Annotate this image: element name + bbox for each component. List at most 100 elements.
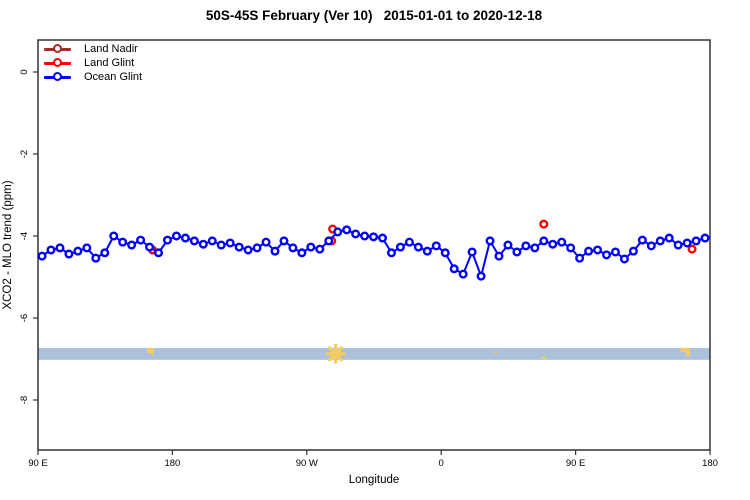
ocean-glint-point — [485, 236, 495, 246]
legend-item-land-glint: Land Glint — [44, 56, 142, 70]
ocean-glint-point — [216, 240, 226, 250]
ocean-glint-point — [118, 237, 128, 247]
ocean-glint-point — [109, 231, 119, 241]
x-axis-tick-label: 90 E — [28, 458, 48, 469]
x-axis-tick-label: 0 — [439, 458, 444, 469]
ocean-glint-point — [55, 243, 65, 253]
ocean-glint-point — [234, 242, 244, 252]
land-glint-marker-icon — [44, 58, 71, 68]
ocean-glint-point — [243, 245, 253, 255]
ocean-glint-point — [189, 236, 199, 246]
land-glint-point — [539, 219, 549, 229]
ocean-glint-point — [476, 271, 486, 281]
ocean-glint-point — [315, 244, 325, 254]
ocean-glint-point — [378, 233, 388, 243]
ocean-glint-point — [467, 247, 477, 257]
x-axis-tick-label: 180 — [702, 458, 718, 469]
ocean-glint-point — [530, 243, 540, 253]
map-strip-land-patch — [146, 347, 154, 353]
ocean-glint-point — [395, 242, 405, 252]
ocean-glint-point — [252, 243, 262, 253]
x-axis-title: Longitude — [348, 474, 400, 486]
ocean-glint-point — [100, 248, 110, 258]
ocean-glint-point — [449, 264, 459, 274]
ocean-glint-point — [413, 242, 423, 252]
ocean-glint-point — [360, 231, 370, 241]
legend-label: Ocean Glint — [84, 71, 143, 83]
ocean-glint-point — [503, 240, 513, 250]
ocean-glint-point — [539, 236, 549, 246]
map-strip-land-patch — [680, 347, 690, 352]
map-strip-land-dot — [151, 353, 154, 356]
ocean-glint-point — [673, 240, 683, 250]
ocean-glint-point — [306, 242, 316, 252]
legend-label: Land Nadir — [84, 43, 138, 55]
plot-box — [37, 39, 711, 451]
ocean-glint-point — [342, 225, 352, 235]
ocean-glint-point — [73, 246, 83, 256]
ocean-glint-point — [333, 227, 343, 237]
ocean-glint-point — [610, 247, 620, 257]
ocean-glint-point — [154, 248, 164, 258]
x-axis-tick-label: 180 — [164, 458, 180, 469]
chart-title: 50S-45S February (Ver 10) 2015-01-01 to … — [205, 8, 543, 23]
ocean-glint-point — [91, 253, 101, 263]
ocean-glint-point — [575, 253, 585, 263]
y-axis-title: XCO2 - MLO trend (ppm) — [2, 180, 14, 310]
ocean-glint-point — [566, 243, 576, 253]
ocean-glint-point — [171, 231, 181, 241]
ocean-glint-point — [46, 245, 56, 255]
ocean-glint-point — [602, 250, 612, 260]
ocean-glint-point — [386, 248, 396, 258]
map-strip-ocean-band — [38, 347, 710, 360]
ocean-glint-point — [619, 254, 629, 264]
ocean-glint-point — [82, 243, 92, 253]
land-nadir-marker-icon — [44, 44, 71, 54]
ocean-glint-point — [664, 233, 674, 243]
legend-label: Land Glint — [84, 57, 135, 69]
ocean-glint-point — [548, 239, 558, 249]
ocean-glint-point — [458, 269, 468, 279]
ocean-glint-point — [646, 241, 656, 251]
y-axis-tick-label: -6 — [19, 314, 30, 322]
map-strip-land-dot — [686, 351, 691, 356]
ocean-glint-point — [431, 241, 441, 251]
ocean-glint-point — [37, 251, 47, 261]
ocean-glint-point — [64, 249, 74, 259]
ocean-glint-marker-icon — [44, 72, 71, 82]
ocean-glint-point — [369, 232, 379, 242]
y-axis-tick-label: -8 — [19, 396, 30, 404]
land-glint-point — [687, 244, 697, 254]
y-axis-tick-label: -4 — [19, 232, 30, 240]
x-axis-tick-label: 90 W — [296, 458, 318, 469]
ocean-glint-point — [584, 246, 594, 256]
ocean-glint-point — [494, 251, 504, 261]
ocean-glint-point — [127, 240, 137, 250]
ocean-glint-point — [637, 235, 647, 245]
ocean-glint-point — [440, 248, 450, 258]
ocean-glint-point — [655, 236, 665, 246]
ocean-glint-point — [162, 235, 172, 245]
ocean-glint-point — [593, 245, 603, 255]
ocean-glint-point — [404, 237, 414, 247]
ocean-glint-point — [324, 236, 334, 246]
ocean-glint-point — [682, 238, 692, 248]
ocean-glint-point — [198, 239, 208, 249]
x-axis-tick-label: 90 E — [566, 458, 586, 469]
ocean-glint-point — [297, 248, 307, 258]
legend-item-ocean-glint: Ocean Glint — [44, 70, 142, 84]
ocean-glint-point — [521, 241, 531, 251]
map-strip-land-star-center — [331, 349, 340, 358]
ocean-glint-point — [422, 246, 432, 256]
ocean-glint-point — [288, 243, 298, 253]
ocean-glint-point — [512, 247, 522, 257]
legend-item-land-nadir: Land Nadir — [44, 42, 142, 56]
ocean-glint-point — [700, 233, 710, 243]
ocean-glint-point — [180, 233, 190, 243]
y-axis-tick-label: 0 — [19, 69, 30, 74]
ocean-glint-point — [136, 235, 146, 245]
ocean-glint-point — [261, 237, 271, 247]
ocean-glint-point — [557, 237, 567, 247]
